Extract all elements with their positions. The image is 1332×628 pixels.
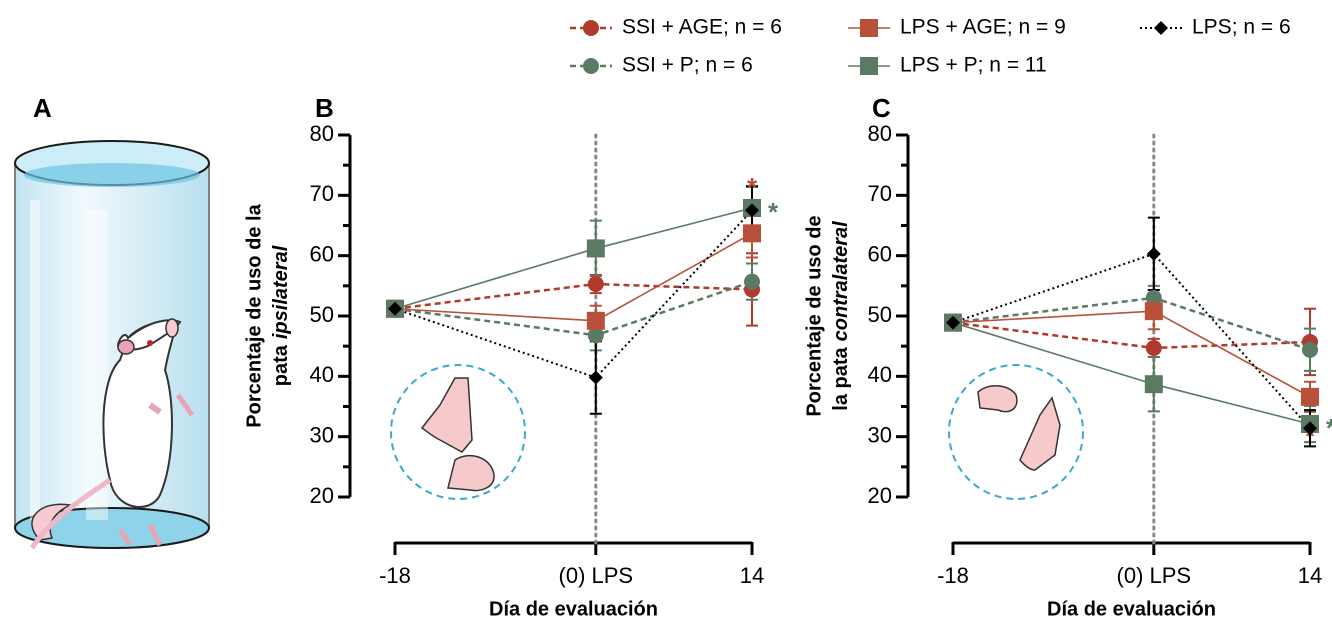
- y-tick-label: 80: [310, 121, 334, 146]
- y-tick-label: 50: [868, 302, 892, 327]
- y-tick-label: 40: [868, 362, 892, 387]
- legend-marker: [860, 57, 878, 75]
- y-tick-label: 60: [310, 241, 334, 266]
- y-axis-label: pata ipsilateral: [270, 245, 292, 386]
- series-line: [394, 282, 753, 311]
- point: [1303, 421, 1317, 436]
- y-axis-label: Porcentaje de uso de la: [243, 203, 265, 427]
- point: [586, 311, 605, 330]
- y-tick-label: 60: [868, 241, 892, 266]
- x-tick-label: (0) LPS: [1117, 563, 1192, 588]
- x-tick-label: 14: [1298, 563, 1322, 588]
- y-tick-label: 20: [868, 483, 892, 508]
- x-tick-label: 14: [740, 563, 764, 588]
- point: [588, 370, 603, 385]
- y-tick-label: 30: [310, 422, 334, 447]
- x-tick-label: (0) LPS: [559, 563, 634, 588]
- significance-note: *: [768, 197, 779, 227]
- panel-label: B: [315, 93, 334, 123]
- y-axis-label-part: pata: [270, 344, 292, 386]
- point: [1144, 302, 1163, 321]
- point: [1144, 375, 1163, 394]
- series-line: [394, 209, 753, 379]
- legend-label: SSI + AGE; n = 6: [622, 16, 782, 39]
- point: [1145, 339, 1162, 356]
- y-axis-label-emphasis: contralateral: [830, 221, 852, 341]
- hand-inset: [390, 364, 526, 500]
- legend-marker: [583, 58, 599, 74]
- point: [946, 315, 960, 330]
- legend-label: SSI + P; n = 6: [622, 54, 753, 77]
- y-tick-label: 40: [310, 362, 334, 387]
- series-line: [952, 310, 1311, 398]
- legend-label: LPS; n = 6: [1192, 16, 1291, 39]
- hand-inset: [948, 364, 1084, 500]
- point: [587, 327, 604, 344]
- point: [743, 224, 761, 243]
- legend-label: LPS + P; n = 11: [900, 54, 1047, 77]
- point: [586, 239, 605, 258]
- y-tick-label: 70: [310, 181, 334, 206]
- series-line: [952, 296, 1311, 351]
- series-line: [394, 232, 753, 322]
- legend-label: LPS + AGE; n = 9: [900, 16, 1066, 39]
- y-tick-label: 80: [868, 121, 892, 146]
- point: [1145, 289, 1162, 306]
- legend-marker: [1154, 21, 1168, 35]
- x-tick-label: -18: [379, 563, 411, 588]
- point: [745, 203, 759, 218]
- legend-marker: [583, 20, 599, 36]
- series-line: [394, 207, 753, 310]
- point: [1302, 341, 1318, 358]
- y-axis-label-emphasis: ipsilateral: [270, 245, 292, 339]
- cylinder-illustration: [14, 140, 210, 550]
- point: [1146, 246, 1161, 261]
- panel-label: A: [33, 93, 52, 123]
- y-axis-label-part: la pata: [830, 346, 852, 410]
- legend-marker: [860, 19, 878, 37]
- point: [388, 301, 402, 316]
- y-tick-label: 30: [868, 422, 892, 447]
- point: [587, 276, 604, 293]
- x-axis-label: Día de evaluación: [1047, 598, 1216, 620]
- y-tick-label: 20: [310, 483, 334, 508]
- y-tick-label: 70: [868, 181, 892, 206]
- significance-note: *: [1326, 413, 1332, 443]
- y-tick-label: 50: [310, 302, 334, 327]
- y-axis-label: Porcentaje de uso de: [803, 215, 825, 416]
- x-axis-label: Día de evaluación: [489, 598, 658, 620]
- significance-note: *: [747, 172, 758, 202]
- point: [1301, 387, 1319, 406]
- point: [744, 273, 760, 290]
- series-line: [952, 321, 1311, 350]
- y-axis-label: la pata contralateral: [830, 221, 852, 411]
- x-tick-label: -18: [937, 563, 969, 588]
- panel-label: C: [872, 93, 891, 123]
- series-line: [952, 252, 1311, 429]
- significance-note: *: [1305, 421, 1316, 451]
